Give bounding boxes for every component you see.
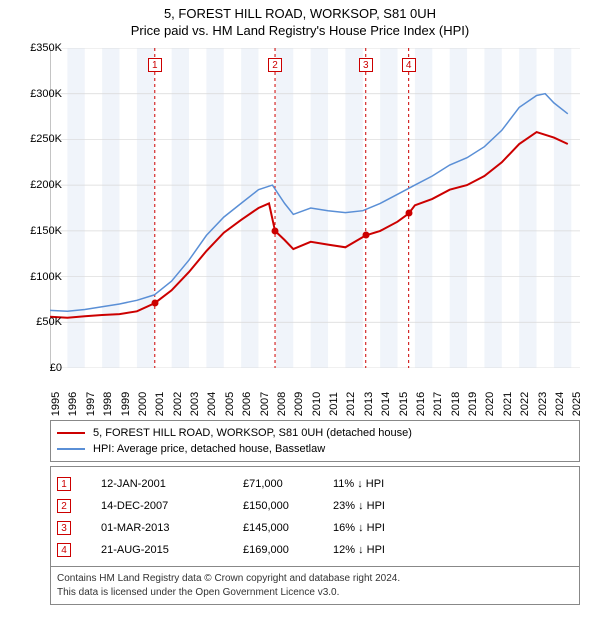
y-tick-label: £0 <box>17 362 62 374</box>
event-date: 14-DEC-2007 <box>83 500 213 512</box>
x-tick-label: 2014 <box>380 392 392 416</box>
y-tick-label: £100K <box>17 271 62 283</box>
x-tick-label: 2000 <box>137 392 149 416</box>
event-marker-dot <box>272 227 279 234</box>
x-tick-label: 2003 <box>189 392 201 416</box>
x-tick-label: 2019 <box>467 392 479 416</box>
event-delta-vs-hpi: 16% ↓ HPI <box>333 522 453 534</box>
event-delta-vs-hpi: 12% ↓ HPI <box>333 544 453 556</box>
x-tick-label: 2020 <box>484 392 496 416</box>
x-tick-label: 2013 <box>363 392 375 416</box>
event-price: £145,000 <box>213 522 333 534</box>
x-tick-label: 2025 <box>571 392 583 416</box>
x-tick-label: 2023 <box>537 392 549 416</box>
event-marker-box: 2 <box>268 58 282 72</box>
x-tick-label: 1998 <box>102 392 114 416</box>
x-tick-label: 2012 <box>345 392 357 416</box>
x-tick-label: 2011 <box>328 392 340 416</box>
event-row: 2 14-DEC-2007£150,00023% ↓ HPI <box>57 495 573 517</box>
event-marker-box: 4 <box>402 58 416 72</box>
legend-swatch <box>57 432 85 434</box>
x-tick-label: 2021 <box>502 392 514 416</box>
title-subtitle: Price paid vs. HM Land Registry's House … <box>0 23 600 38</box>
event-date: 01-MAR-2013 <box>83 522 213 534</box>
chart-plot-area <box>50 48 580 368</box>
event-marker-box: 1 <box>148 58 162 72</box>
event-row: 4 21-AUG-2015£169,00012% ↓ HPI <box>57 539 573 561</box>
event-number-box: 1 <box>57 477 71 491</box>
x-tick-label: 2005 <box>224 392 236 416</box>
event-row: 3 01-MAR-2013£145,00016% ↓ HPI <box>57 517 573 539</box>
x-tick-label: 2018 <box>450 392 462 416</box>
x-tick-label: 2004 <box>206 392 218 416</box>
event-price: £169,000 <box>213 544 333 556</box>
event-price: £71,000 <box>213 478 333 490</box>
x-tick-label: 2015 <box>398 392 410 416</box>
x-tick-label: 1997 <box>85 392 97 416</box>
event-price: £150,000 <box>213 500 333 512</box>
x-tick-label: 2002 <box>172 392 184 416</box>
x-tick-label: 2024 <box>554 392 566 416</box>
footer-line2: This data is licensed under the Open Gov… <box>57 586 573 600</box>
x-tick-label: 2022 <box>519 392 531 416</box>
legend-row: 5, FOREST HILL ROAD, WORKSOP, S81 0UH (d… <box>57 425 573 441</box>
event-marker-dot <box>151 300 158 307</box>
event-row: 1 12-JAN-2001£71,00011% ↓ HPI <box>57 473 573 495</box>
chart-title-block: 5, FOREST HILL ROAD, WORKSOP, S81 0UH Pr… <box>0 0 600 42</box>
y-tick-label: £350K <box>17 42 62 54</box>
legend-row: HPI: Average price, detached house, Bass… <box>57 441 573 457</box>
y-tick-label: £200K <box>17 179 62 191</box>
legend-box: 5, FOREST HILL ROAD, WORKSOP, S81 0UH (d… <box>50 420 580 462</box>
event-number-box: 3 <box>57 521 71 535</box>
footer-line1: Contains HM Land Registry data © Crown c… <box>57 572 573 586</box>
y-tick-label: £300K <box>17 88 62 100</box>
events-table: 1 12-JAN-2001£71,00011% ↓ HPI 2 14-DEC-2007… <box>50 466 580 568</box>
x-tick-label: 2006 <box>241 392 253 416</box>
x-tick-label: 2007 <box>259 392 271 416</box>
y-tick-label: £250K <box>17 133 62 145</box>
x-tick-label: 2017 <box>432 392 444 416</box>
x-tick-label: 2008 <box>276 392 288 416</box>
event-marker-dot <box>362 232 369 239</box>
x-tick-label: 2009 <box>293 392 305 416</box>
x-tick-label: 1995 <box>50 392 62 416</box>
x-tick-label: 1999 <box>120 392 132 416</box>
legend-label: HPI: Average price, detached house, Bass… <box>93 443 325 455</box>
x-tick-label: 2001 <box>154 392 166 416</box>
event-number-box: 4 <box>57 543 71 557</box>
event-date: 21-AUG-2015 <box>83 544 213 556</box>
event-delta-vs-hpi: 23% ↓ HPI <box>333 500 453 512</box>
event-number-box: 2 <box>57 499 71 513</box>
x-tick-label: 2010 <box>311 392 323 416</box>
y-tick-label: £150K <box>17 225 62 237</box>
event-delta-vs-hpi: 11% ↓ HPI <box>333 478 453 490</box>
x-tick-label: 1996 <box>67 392 79 416</box>
title-address: 5, FOREST HILL ROAD, WORKSOP, S81 0UH <box>0 6 600 21</box>
chart-svg <box>50 48 580 368</box>
x-tick-label: 2016 <box>415 392 427 416</box>
legend-label: 5, FOREST HILL ROAD, WORKSOP, S81 0UH (d… <box>93 427 412 439</box>
y-tick-label: £50K <box>17 316 62 328</box>
event-marker-dot <box>405 210 412 217</box>
event-marker-box: 3 <box>359 58 373 72</box>
footer-attribution: Contains HM Land Registry data © Crown c… <box>50 566 580 605</box>
event-date: 12-JAN-2001 <box>83 478 213 490</box>
legend-swatch <box>57 448 85 450</box>
